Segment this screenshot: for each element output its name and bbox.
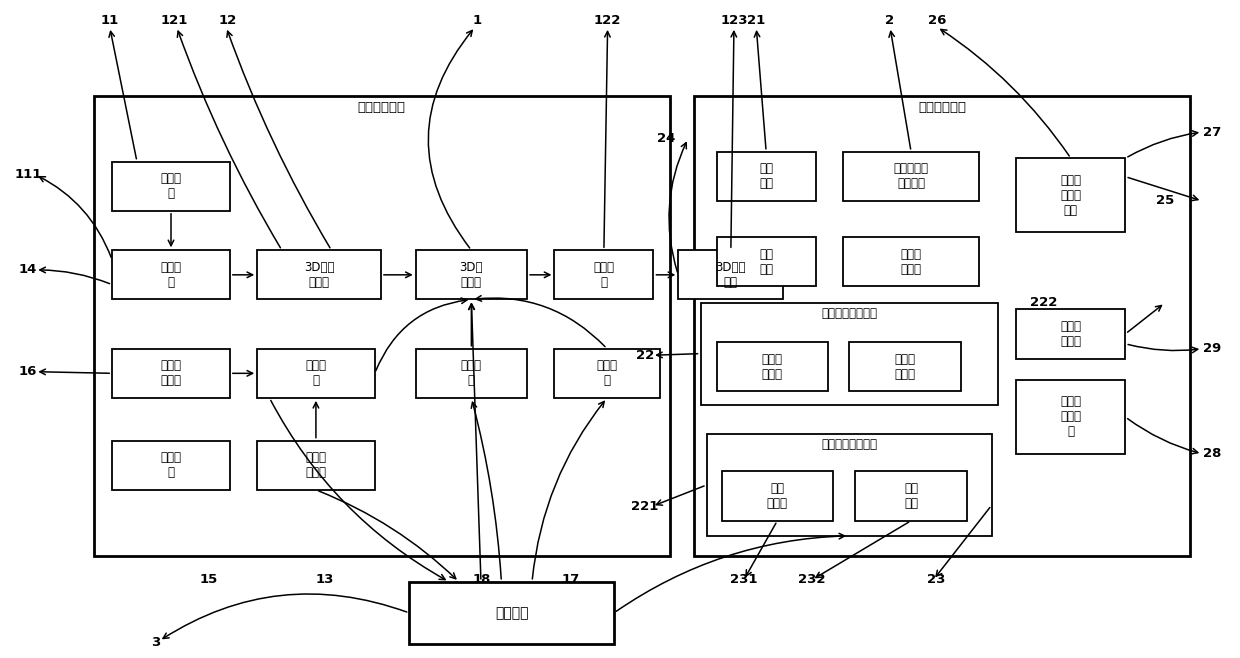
FancyBboxPatch shape	[707, 434, 992, 536]
Text: 23: 23	[926, 573, 945, 586]
FancyBboxPatch shape	[678, 250, 784, 299]
FancyBboxPatch shape	[257, 349, 374, 398]
Text: 新生儿脐带
处理模块: 新生儿脐带 处理模块	[894, 163, 929, 190]
FancyBboxPatch shape	[1017, 159, 1126, 232]
Text: 产钳
模块: 产钳 模块	[759, 247, 774, 276]
Text: 胎头
吸引器: 胎头 吸引器	[766, 482, 787, 510]
Text: 15: 15	[200, 573, 218, 586]
FancyBboxPatch shape	[112, 162, 229, 211]
Text: 会阴切开缝合模块: 会阴切开缝合模块	[821, 307, 877, 320]
Text: 显示模
块: 显示模 块	[305, 359, 326, 388]
Text: 合并模
块: 合并模 块	[596, 359, 618, 388]
Text: 透明调
节模块: 透明调 节模块	[160, 359, 181, 388]
FancyBboxPatch shape	[1017, 309, 1126, 359]
Text: 123: 123	[720, 14, 748, 27]
Text: 3D胎儿
模块: 3D胎儿 模块	[715, 261, 746, 289]
Text: 122: 122	[594, 14, 621, 27]
FancyBboxPatch shape	[694, 96, 1189, 555]
Text: 14: 14	[19, 263, 37, 276]
Text: 前置胎
盘处理
模块: 前置胎 盘处理 模块	[1060, 174, 1081, 216]
Text: 产后出
血模块: 产后出 血模块	[1060, 320, 1081, 348]
Text: 会阴缝
合结构: 会阴缝 合结构	[761, 353, 782, 381]
Text: 3D孕妇
模块库: 3D孕妇 模块库	[304, 261, 335, 289]
Text: 检测
模块: 检测 模块	[759, 163, 774, 190]
Text: 18: 18	[472, 573, 491, 586]
Text: 胎头吸引处理模块: 胎头吸引处理模块	[821, 438, 877, 451]
Text: 29: 29	[1203, 342, 1221, 355]
FancyBboxPatch shape	[554, 349, 660, 398]
Text: 孕妇生产单元: 孕妇生产单元	[918, 101, 966, 114]
FancyBboxPatch shape	[1017, 380, 1126, 454]
Text: 28: 28	[1203, 447, 1221, 460]
FancyBboxPatch shape	[717, 342, 828, 392]
Text: 孕妇建立单元: 孕妇建立单元	[357, 101, 405, 114]
FancyBboxPatch shape	[112, 441, 229, 490]
FancyBboxPatch shape	[112, 349, 229, 398]
Text: 24: 24	[657, 132, 675, 145]
Text: 11: 11	[100, 14, 119, 27]
Text: 222: 222	[1030, 296, 1058, 309]
Text: 2: 2	[885, 14, 894, 27]
FancyBboxPatch shape	[112, 250, 229, 299]
Text: 27: 27	[1203, 126, 1221, 139]
Text: 13: 13	[316, 573, 335, 586]
FancyBboxPatch shape	[843, 237, 980, 286]
Text: 1: 1	[472, 14, 482, 27]
FancyBboxPatch shape	[843, 152, 980, 201]
FancyBboxPatch shape	[257, 441, 374, 490]
Text: 25: 25	[1156, 195, 1174, 207]
Text: 胎盘剥
离模块: 胎盘剥 离模块	[900, 247, 921, 276]
Text: 17: 17	[562, 573, 579, 586]
Text: 肩难产
处理模
块: 肩难产 处理模 块	[1060, 395, 1081, 438]
Text: 输入模
块: 输入模 块	[160, 172, 181, 200]
Text: 脐带模
块: 脐带模 块	[594, 261, 614, 289]
Text: 232: 232	[799, 573, 826, 586]
Text: 存储模
块: 存储模 块	[160, 451, 181, 479]
Text: 111: 111	[14, 168, 42, 181]
FancyBboxPatch shape	[849, 342, 961, 392]
Text: 3: 3	[151, 636, 160, 649]
Text: 拆分模
块: 拆分模 块	[461, 359, 482, 388]
FancyBboxPatch shape	[856, 472, 967, 520]
FancyBboxPatch shape	[415, 250, 527, 299]
Text: 221: 221	[631, 500, 658, 513]
Text: 22: 22	[636, 349, 653, 362]
FancyBboxPatch shape	[722, 472, 833, 520]
FancyBboxPatch shape	[717, 237, 816, 286]
Text: 负压
吸管: 负压 吸管	[904, 482, 918, 510]
Text: 21: 21	[748, 14, 765, 27]
FancyBboxPatch shape	[717, 152, 816, 201]
Text: 筛选模
块: 筛选模 块	[160, 261, 181, 289]
Text: 3D孕
妇模块: 3D孕 妇模块	[460, 261, 484, 289]
Text: 231: 231	[730, 573, 758, 586]
FancyBboxPatch shape	[257, 250, 381, 299]
Text: 121: 121	[160, 14, 187, 27]
Text: 控制单元: 控制单元	[495, 606, 528, 620]
Text: 26: 26	[928, 14, 946, 27]
FancyBboxPatch shape	[93, 96, 670, 555]
Text: 视角调
节模块: 视角调 节模块	[305, 451, 326, 479]
Text: 会阴切
开结构: 会阴切 开结构	[894, 353, 915, 381]
FancyBboxPatch shape	[554, 250, 653, 299]
FancyBboxPatch shape	[415, 349, 527, 398]
Text: 12: 12	[218, 14, 237, 27]
Text: 16: 16	[19, 365, 37, 378]
FancyBboxPatch shape	[701, 303, 998, 405]
FancyBboxPatch shape	[409, 582, 614, 644]
